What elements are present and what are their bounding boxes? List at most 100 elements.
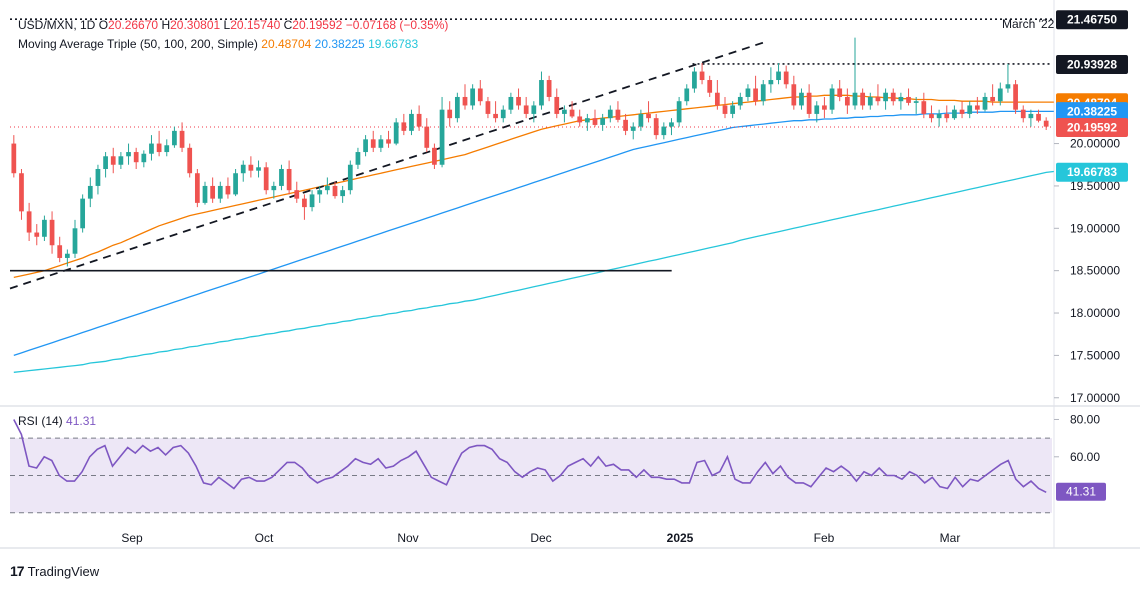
- candle-up: [600, 118, 606, 125]
- candle-down: [646, 113, 651, 119]
- price-badge: [1056, 54, 1128, 74]
- rsi-line: [13, 419, 1047, 494]
- rsi-label: RSI (14): [18, 414, 63, 428]
- candle-up: [867, 96, 873, 106]
- candle-down: [707, 80, 713, 93]
- candle-up: [72, 228, 78, 254]
- candle-down: [577, 116, 583, 123]
- candle-down: [944, 113, 950, 119]
- candle-up: [118, 156, 124, 165]
- rsi-header-value: 41.31: [66, 414, 97, 428]
- candle-down: [1036, 113, 1041, 121]
- price-badge: [1056, 162, 1128, 182]
- rsi-tick-label: 60.00: [1070, 450, 1100, 464]
- candle-up: [745, 88, 751, 97]
- candle-down: [974, 105, 980, 110]
- candle-down: [569, 109, 575, 117]
- candle-up: [799, 92, 804, 106]
- candle-up: [393, 122, 399, 144]
- ma50-line: [13, 94, 1054, 279]
- candle-up: [217, 185, 223, 199]
- tradingview-branding[interactable]: 17 TradingView: [10, 563, 99, 579]
- candle-down: [890, 92, 896, 102]
- price-badge-label: 20.19592: [1067, 120, 1117, 134]
- candle-down: [156, 143, 162, 153]
- time-tick-label: Mar: [940, 531, 961, 545]
- price-badge-label: 21.46750: [1067, 13, 1117, 27]
- candle-down: [921, 101, 927, 114]
- price-tick-label: 18.50000: [1070, 264, 1120, 278]
- candle-up: [661, 126, 667, 136]
- rsi-value-badge: [1056, 482, 1106, 501]
- candle-down: [386, 139, 391, 144]
- candle-up: [776, 71, 781, 81]
- ohlc-header: USD/MXN, 1D O20.26670 H20.30801 L20.1574…: [18, 18, 448, 32]
- horizontal-lines: [9, 18, 1052, 290]
- candle-down: [210, 185, 216, 199]
- candle-up: [42, 219, 47, 237]
- time-tick-label: Nov: [397, 531, 418, 545]
- candle-down: [1043, 120, 1049, 127]
- candle-down: [370, 139, 376, 148]
- candle-down: [753, 88, 758, 102]
- candle-down: [516, 96, 521, 106]
- ma200-line: [13, 170, 1054, 373]
- candle-up: [539, 80, 544, 106]
- candle-up: [409, 113, 414, 131]
- candle-down: [263, 167, 269, 191]
- candle-up: [500, 109, 506, 119]
- candle-up: [883, 92, 888, 102]
- candle-up: [584, 118, 590, 123]
- high-value: 20.30801: [170, 18, 221, 32]
- candle-down: [302, 198, 307, 208]
- symbol-label: USD/MXN, 1D: [18, 18, 96, 32]
- time-tick-label: 2025: [667, 531, 694, 545]
- candle-down: [523, 105, 529, 114]
- candle-up: [692, 71, 697, 89]
- candles: [11, 37, 1049, 267]
- candle-up: [638, 113, 644, 127]
- candle-down: [592, 118, 598, 125]
- candle-up: [363, 139, 368, 153]
- ascending-trendline: [9, 41, 766, 290]
- candle-down: [401, 122, 407, 131]
- candle-up: [439, 109, 445, 165]
- price-badge-label: 19.66783: [1067, 165, 1117, 179]
- candle-up: [913, 101, 919, 103]
- candle-up: [562, 109, 567, 114]
- time-tick-label: Dec: [530, 531, 551, 545]
- ma-header: Moving Average Triple (50, 100, 200, Sim…: [18, 37, 418, 51]
- candle-up: [630, 126, 636, 131]
- candle-down: [416, 113, 422, 127]
- rsi-pane: [10, 419, 1052, 514]
- low-value: 20.15740: [230, 18, 281, 32]
- price-badge-label: 20.38225: [1067, 105, 1117, 119]
- candle-down: [1020, 109, 1026, 119]
- candle-down: [546, 80, 552, 97]
- open-value: 20.26670: [108, 18, 159, 32]
- candle-down: [623, 119, 628, 131]
- candle-up: [508, 96, 514, 110]
- candle-down: [990, 96, 996, 102]
- ma200-line-group: [13, 170, 1054, 373]
- price-tick-label: 19.00000: [1070, 221, 1120, 235]
- candle-down: [493, 113, 498, 119]
- candle-up: [531, 105, 537, 114]
- candle-down: [959, 109, 965, 114]
- candle-down: [485, 101, 491, 114]
- candle-up: [149, 143, 154, 154]
- close-value: 20.19592: [292, 18, 343, 32]
- candle-down: [554, 96, 560, 114]
- candle-down: [783, 71, 789, 85]
- time-tick-label: Sep: [121, 531, 143, 545]
- candle-down: [791, 84, 797, 106]
- candle-up: [737, 96, 743, 106]
- candle-up: [676, 101, 682, 123]
- candle-up: [202, 185, 208, 203]
- axes: 17.00000 17.50000 18.00000 18.50000 19.00000…: [121, 137, 1120, 545]
- candle-up: [103, 156, 108, 169]
- candle-up: [684, 88, 690, 102]
- candle-up: [64, 253, 70, 258]
- candle-down: [477, 88, 483, 102]
